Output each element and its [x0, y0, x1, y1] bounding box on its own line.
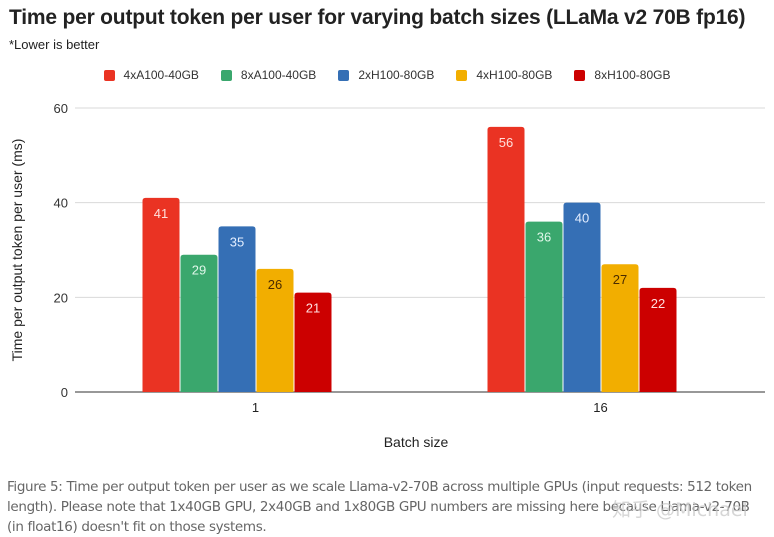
bar-group-item: 26: [256, 268, 294, 392]
bar-chart: 0 20 40 60 41 29 35 26 21 56 36 40 27 22 1 16 Time pe…: [9, 101, 765, 450]
bar: [294, 292, 332, 392]
y-tick-label: 20: [54, 290, 68, 305]
legend-swatch: [456, 69, 468, 81]
bar: [218, 226, 256, 392]
data-label: 29: [192, 263, 206, 278]
legend-swatch: [103, 69, 115, 81]
x-tick-label: 1: [252, 400, 259, 415]
legend-item: 2xH100-80GB: [338, 68, 434, 82]
bar-group-item: 35: [218, 226, 256, 392]
legend-swatch: [220, 69, 232, 81]
legend-label: 8xA100-40GB: [240, 68, 317, 82]
data-label: 27: [613, 272, 627, 287]
data-label: 21: [306, 301, 320, 316]
bar-group-item: 27: [601, 264, 639, 392]
legend-swatch: [574, 69, 586, 81]
data-label: 36: [537, 230, 551, 245]
bar: [180, 254, 218, 392]
bar: [563, 202, 601, 392]
data-label: 26: [268, 277, 282, 292]
data-label: 35: [230, 234, 244, 249]
watermark: 知乎 @Michael: [612, 499, 748, 521]
bar: [142, 197, 180, 392]
data-label: 40: [575, 211, 589, 226]
x-axis-ticks: 1 16: [252, 400, 608, 415]
bar: [256, 268, 294, 392]
bar: [639, 287, 677, 392]
legend-label: 8xH100-80GB: [594, 68, 671, 82]
legend-swatch: [338, 69, 350, 81]
y-tick-label: 0: [61, 385, 68, 400]
bar-group-item: 40: [563, 202, 601, 392]
bar: [601, 264, 639, 392]
data-label: 22: [651, 296, 665, 311]
y-axis-label: Time per output token per user (ms): [9, 139, 25, 362]
bar-group-item: 29: [180, 254, 218, 392]
legend-item: 8xA100-40GB: [220, 68, 317, 82]
bar-group-item: 21: [294, 292, 332, 392]
data-label: 56: [499, 135, 513, 150]
chart-title: Time per output token per user for varyi…: [9, 6, 746, 29]
chart-subtitle: *Lower is better: [9, 37, 100, 52]
bar-group-item: 22: [639, 287, 677, 392]
legend-label: 4xA100-40GB: [123, 68, 199, 82]
x-axis-label: Batch size: [384, 434, 449, 450]
legend: 4xA100-40GB 8xA100-40GB 2xH100-80GB 4xH100-…: [0, 68, 774, 82]
legend-item: 8xH100-80GB: [574, 68, 670, 82]
bar: [487, 126, 525, 392]
bar-group-item: 56: [487, 126, 525, 392]
bar: [525, 221, 563, 392]
data-label: 41: [154, 206, 168, 221]
legend-label: 4xH100-80GB: [476, 68, 553, 82]
y-tick-label: 40: [54, 196, 68, 211]
bars: 41 29 35 26 21 56 36 40 27 22: [142, 126, 677, 392]
bar-group-item: 41: [142, 197, 180, 392]
legend-item: 4xH100-80GB: [456, 68, 552, 82]
x-tick-label: 16: [593, 400, 607, 415]
y-tick-label: 60: [54, 101, 68, 116]
bar-group-item: 36: [525, 221, 563, 392]
figure-caption: Figure 5: Time per output token per user…: [7, 479, 752, 535]
legend-item: 4xA100-40GB: [103, 68, 199, 82]
y-axis-ticks: 0 20 40 60: [54, 101, 68, 400]
legend-label: 2xH100-80GB: [358, 68, 435, 82]
